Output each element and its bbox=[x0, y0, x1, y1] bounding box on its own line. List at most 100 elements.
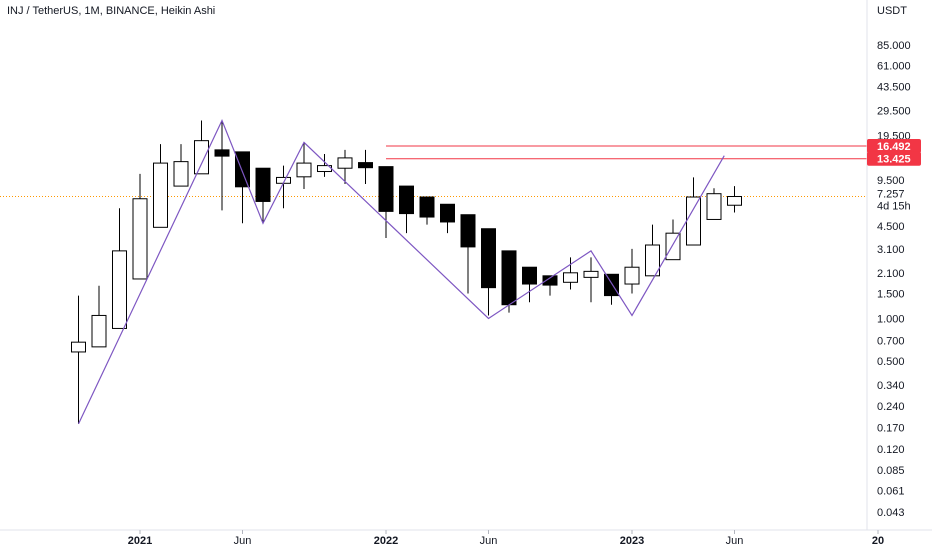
candle-body bbox=[665, 232, 681, 261]
x-tick-label: Jun bbox=[234, 535, 252, 547]
candle bbox=[296, 142, 312, 190]
x-tick-label: 2021 bbox=[128, 535, 152, 547]
candle-body bbox=[481, 228, 496, 289]
level-price-label: 13.425 bbox=[877, 154, 911, 166]
candle-body bbox=[645, 244, 660, 277]
level-price-badge bbox=[867, 151, 921, 166]
candle bbox=[91, 285, 107, 348]
candle-body bbox=[522, 266, 537, 285]
y-tick-label: 0.120 bbox=[877, 444, 905, 456]
candle bbox=[153, 144, 168, 228]
candle bbox=[440, 203, 455, 234]
time-axis[interactable]: 2021 Jun 2022 Jun 2023 Jun 20 bbox=[128, 530, 884, 547]
y-tick-label: 0.043 bbox=[877, 507, 905, 519]
candle bbox=[563, 257, 578, 290]
candle-body bbox=[501, 250, 517, 306]
candle bbox=[583, 257, 599, 303]
y-tick-label: 0.240 bbox=[877, 401, 905, 413]
candle bbox=[542, 275, 558, 296]
zigzag-line bbox=[77, 118, 725, 425]
y-tick-label: 1.000 bbox=[877, 313, 905, 325]
y-tick-label: 9.500 bbox=[877, 175, 905, 187]
candle bbox=[481, 228, 496, 316]
candle-body bbox=[296, 162, 312, 178]
candle-body bbox=[337, 157, 353, 169]
candle bbox=[460, 214, 476, 294]
x-tick-label: 2022 bbox=[374, 535, 398, 547]
candle bbox=[378, 166, 394, 238]
candle-body bbox=[91, 314, 107, 348]
price-axis[interactable]: USDT 85.00061.00043.50029.50019.5009.500… bbox=[877, 5, 911, 519]
y-tick-label: 0.500 bbox=[877, 356, 905, 368]
candle bbox=[337, 149, 353, 184]
candle-body bbox=[71, 341, 86, 353]
candle-body bbox=[419, 196, 435, 218]
candle bbox=[727, 186, 742, 213]
candle-body bbox=[194, 140, 209, 175]
y-tick-label: 43.500 bbox=[877, 81, 911, 93]
candle-body bbox=[440, 203, 455, 223]
current-price-box bbox=[868, 188, 932, 215]
level-price-label: 16.492 bbox=[877, 141, 911, 153]
candle-body bbox=[358, 162, 373, 169]
candle-body bbox=[255, 167, 271, 202]
y-tick-label: 0.085 bbox=[877, 465, 905, 477]
y-tick-label: 4.500 bbox=[877, 221, 905, 233]
candle bbox=[706, 188, 722, 220]
candle-body bbox=[727, 196, 742, 206]
candle bbox=[419, 196, 435, 225]
candle bbox=[132, 173, 148, 280]
x-tick-label: 2023 bbox=[620, 535, 644, 547]
level-price-badge bbox=[867, 139, 921, 154]
candle bbox=[194, 120, 209, 175]
candle bbox=[235, 151, 250, 224]
candles bbox=[71, 120, 742, 424]
candle bbox=[112, 208, 127, 329]
candle-body bbox=[153, 162, 168, 228]
candle-body bbox=[378, 166, 394, 212]
x-tick-label: 20 bbox=[872, 535, 884, 547]
candle bbox=[645, 224, 660, 277]
candle-body bbox=[563, 272, 578, 283]
candle-body bbox=[112, 250, 127, 329]
y-tick-label: 3.100 bbox=[877, 244, 905, 256]
candle-body bbox=[706, 193, 722, 220]
candle-body bbox=[460, 214, 476, 248]
y-tick-label: 1.500 bbox=[877, 289, 905, 301]
candle-body bbox=[214, 149, 230, 157]
y-tick-label: 0.340 bbox=[877, 380, 905, 392]
candle bbox=[255, 167, 271, 222]
candle bbox=[665, 219, 681, 261]
y-tick-label: 0.170 bbox=[877, 422, 905, 434]
candle bbox=[501, 250, 517, 313]
y-tick-label: 85.000 bbox=[877, 40, 911, 52]
candle-body bbox=[583, 270, 599, 278]
candle-body bbox=[542, 275, 558, 286]
y-tick-label: 29.500 bbox=[877, 105, 911, 117]
chart-title: INJ / TetherUS, 1M, BINANCE, Heikin Ashi bbox=[7, 5, 215, 17]
candle bbox=[522, 266, 537, 303]
current-price-label: 7.257 bbox=[877, 189, 905, 201]
zigzag bbox=[77, 118, 725, 425]
price-axis-unit: USDT bbox=[877, 5, 907, 17]
candle-body bbox=[132, 198, 148, 280]
y-tick-label: 0.700 bbox=[877, 335, 905, 347]
candle-body bbox=[604, 273, 619, 297]
candle bbox=[71, 295, 86, 424]
candle bbox=[214, 120, 230, 211]
candle-body bbox=[235, 151, 250, 188]
x-tick-label: Jun bbox=[726, 535, 744, 547]
candle-body bbox=[624, 266, 640, 285]
y-tick-label: 2.100 bbox=[877, 268, 905, 280]
candle bbox=[358, 149, 373, 184]
candle bbox=[399, 185, 414, 234]
candle-body bbox=[686, 196, 701, 246]
candle bbox=[604, 273, 619, 305]
y-tick-label: 61.000 bbox=[877, 61, 911, 73]
y-tick-label: 0.061 bbox=[877, 485, 905, 497]
horizontal-levels bbox=[386, 145, 867, 160]
candle bbox=[624, 248, 640, 294]
candle bbox=[686, 177, 701, 246]
